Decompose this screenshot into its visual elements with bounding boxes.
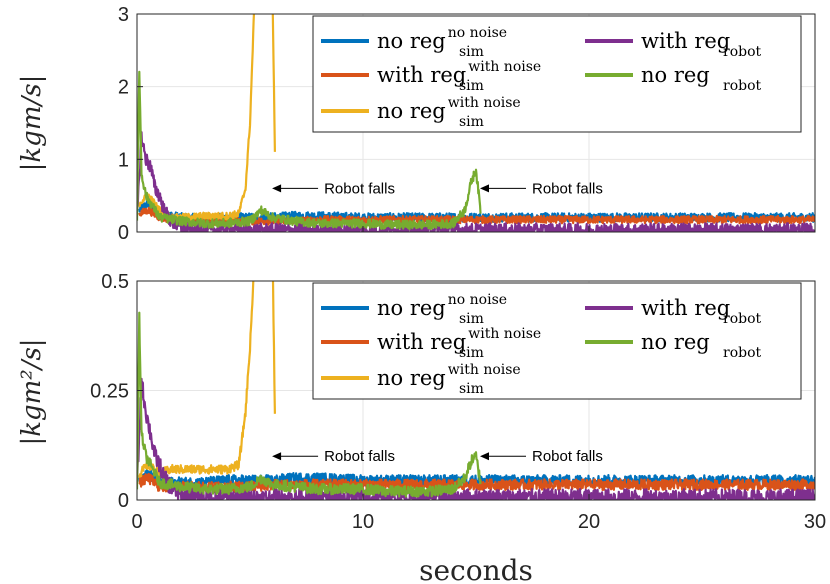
y-tick-label: 0.5	[101, 271, 129, 293]
top-axes-box	[136, 13, 816, 233]
annotation-arrowhead	[480, 452, 489, 461]
legend-label: with reg with noise	[377, 326, 541, 354]
y-tick-label: 1	[118, 149, 129, 171]
y-tick-label: 0	[118, 222, 129, 244]
legend-label: with reg	[641, 29, 730, 53]
legend-box	[312, 15, 802, 133]
legend-subscript: robot	[723, 345, 762, 361]
y-tick-label: 2	[118, 77, 129, 99]
x-tick-label: 10	[352, 511, 374, 533]
top-series	[137, 14, 815, 232]
legend-label: no reg	[641, 330, 710, 354]
annotation-label: Robot falls	[532, 180, 603, 197]
bottom-y-axis-label: |kgm²/s|	[17, 338, 47, 445]
top-panel: 0 1 2 3 Robot falls Robot falls no reg no noi…	[17, 4, 816, 244]
legend-subscript: sim	[459, 114, 484, 130]
series-line-no-reg-sim-with-noise	[138, 14, 276, 223]
bottom-annotations: Robot falls Robot falls	[272, 448, 603, 465]
legend-subscript: sim	[459, 311, 484, 327]
annotation-label: Robot falls	[324, 180, 395, 197]
x-axis-label: seconds	[419, 554, 533, 584]
legend-subscript: sim	[459, 44, 484, 60]
bottom-ticks: 0 10 20 30 0 0.25 0.5	[90, 271, 826, 533]
legend-label: no reg no noise	[377, 292, 507, 320]
legend-subscript: sim	[459, 345, 484, 361]
bottom-panel: 0 10 20 30 0 0.25 0.5 Robot falls Robot falls n…	[17, 271, 826, 584]
series-line-no-reg-robot	[137, 311, 482, 498]
legend-label: no reg no noise	[377, 25, 507, 53]
series-line-with-reg-robot	[137, 131, 815, 232]
legend-label: with reg with noise	[377, 59, 541, 87]
legend-subscript: sim	[459, 78, 484, 94]
x-tick-label: 20	[578, 511, 600, 533]
annotation-label: Robot falls	[532, 448, 603, 465]
top-ticks: 0 1 2 3	[118, 4, 816, 244]
x-tick-label: 30	[804, 511, 826, 533]
bottom-series	[137, 281, 815, 500]
x-tick-label: 0	[131, 511, 142, 533]
legend-subscript: sim	[459, 381, 484, 397]
legend-label: no reg	[641, 63, 710, 87]
annotation-label: Robot falls	[324, 448, 395, 465]
y-tick-label: 0	[118, 490, 129, 512]
legend-subscript: robot	[723, 78, 762, 94]
legend-box	[312, 282, 802, 400]
series-line-with-reg-robot	[137, 377, 815, 500]
top-y-axis-label: |kgm/s|	[17, 75, 47, 172]
y-tick-label: 0.25	[90, 381, 129, 403]
y-tick-label: 3	[118, 4, 129, 26]
annotation-arrowhead	[272, 452, 282, 461]
legend-label: with reg	[641, 296, 730, 320]
legend-subscript: robot	[723, 311, 762, 327]
legend-subscript: robot	[723, 44, 762, 60]
series-line-no-reg-robot	[137, 70, 482, 231]
annotation-arrowhead	[272, 184, 282, 193]
series-line-no-reg-sim-with-noise	[138, 281, 276, 478]
annotation-arrowhead	[480, 184, 489, 193]
legend-label: no reg with noise	[377, 362, 521, 390]
legend-label: no reg with noise	[377, 95, 521, 123]
top-annotations: Robot falls Robot falls	[272, 180, 603, 197]
